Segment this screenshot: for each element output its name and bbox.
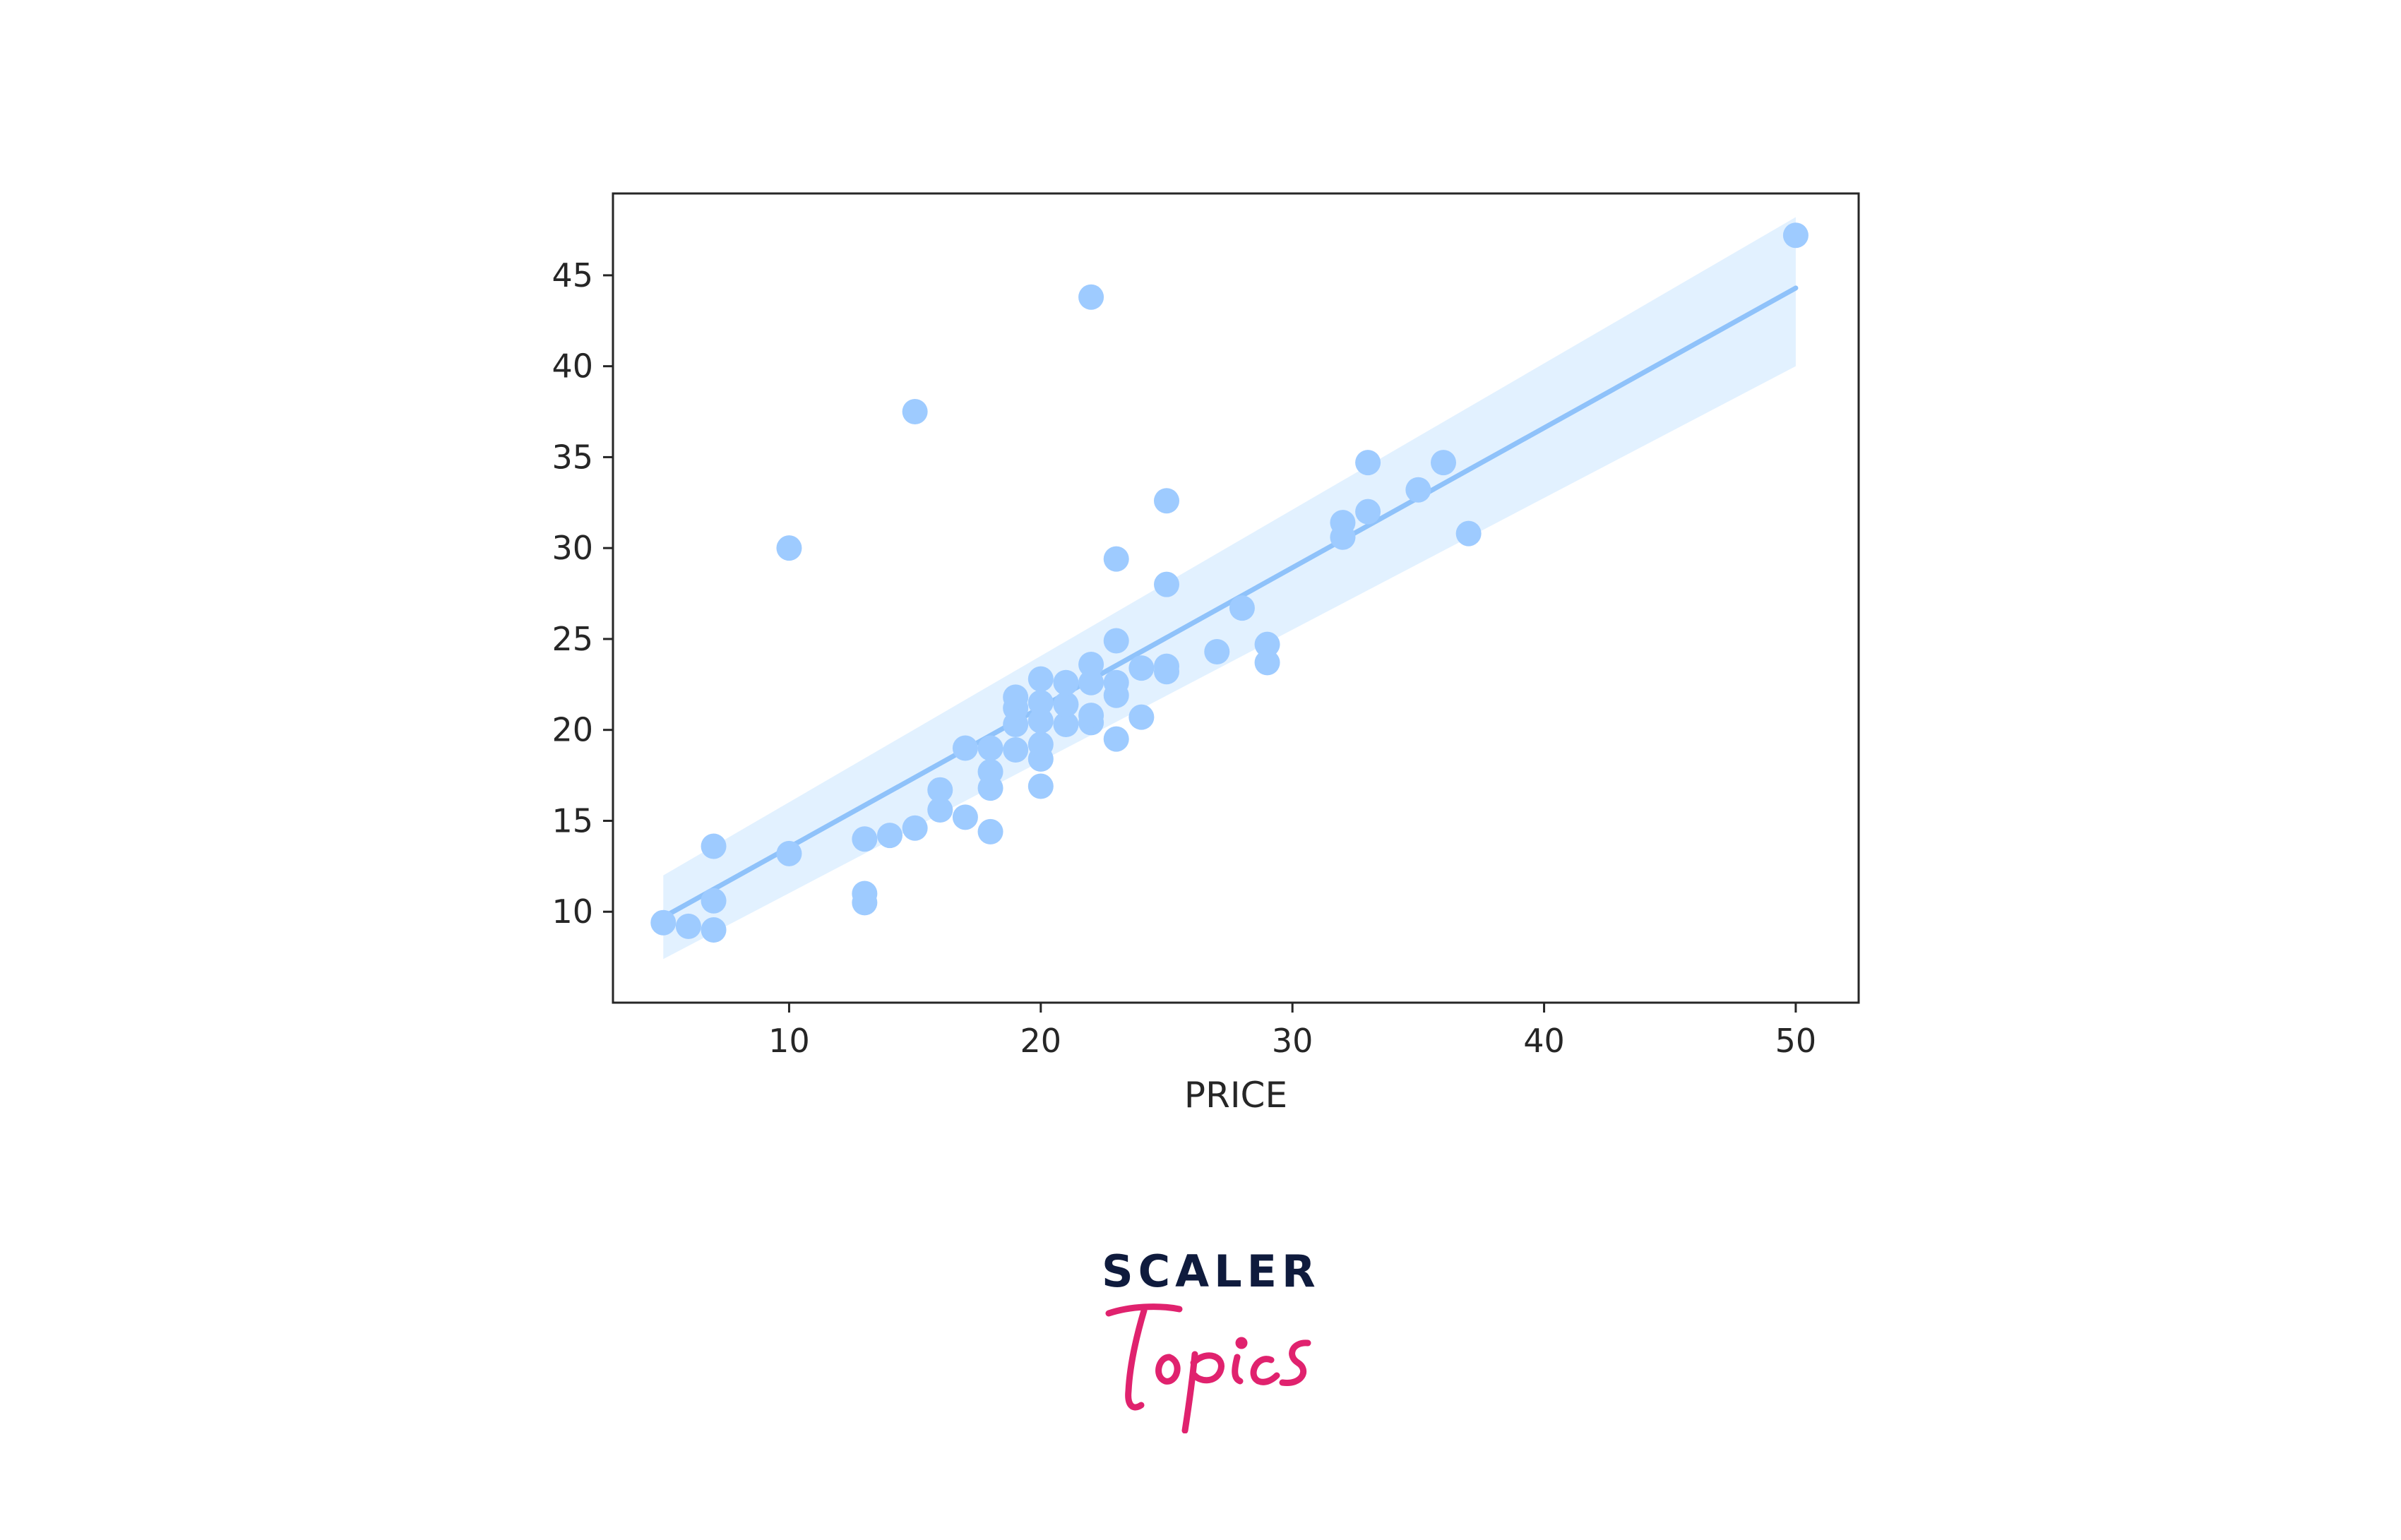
scatter-plot: 10 20 30 40 50 10 15 20 25 30 35 40 45 PRICE [552, 192, 1860, 1116]
data-point [1103, 669, 1129, 696]
y-tick-label: 40 [552, 347, 593, 386]
x-tick-label: 30 [1272, 1022, 1313, 1060]
data-point [1254, 631, 1280, 657]
x-ticks-layer: 10 20 30 40 50 [768, 1003, 1816, 1060]
x-tick-label: 20 [1020, 1022, 1062, 1060]
data-point [650, 909, 677, 936]
y-tick-label: 20 [552, 711, 593, 749]
axes-layer [612, 192, 1860, 1004]
data-point [1027, 666, 1054, 692]
data-point [977, 818, 1003, 844]
y-tick-label: 45 [552, 256, 593, 294]
data-point [1078, 284, 1104, 310]
data-point [1103, 726, 1129, 752]
data-point [1405, 477, 1431, 503]
data-point [1053, 711, 1079, 737]
data-point [852, 890, 878, 916]
y-tick-label: 10 [552, 893, 593, 931]
data-points-layer [650, 222, 1809, 943]
data-point [1053, 691, 1079, 717]
data-point [952, 735, 978, 761]
data-point [977, 758, 1003, 784]
regression-line [660, 285, 1799, 920]
data-point [701, 888, 727, 914]
data-point [1078, 669, 1104, 696]
data-point [852, 826, 878, 852]
data-point [701, 833, 727, 859]
data-point [1027, 690, 1054, 716]
confidence-band [663, 217, 1796, 960]
data-point [1128, 655, 1155, 681]
data-point [927, 797, 953, 823]
data-point [1003, 684, 1029, 710]
data-point [902, 815, 928, 841]
data-point [1053, 669, 1079, 696]
data-point [977, 735, 1003, 761]
logo-word-scaler: SCALER [1102, 1246, 1321, 1297]
data-point [675, 913, 701, 939]
regression-line-layer [660, 285, 1799, 920]
logo-word-topics [1105, 1303, 1311, 1433]
data-point [701, 917, 727, 943]
y-tick-label: 30 [552, 529, 593, 567]
data-point [776, 535, 802, 561]
data-point [1431, 450, 1456, 476]
data-point [1078, 651, 1104, 677]
data-point [1027, 773, 1054, 799]
data-point [877, 823, 902, 849]
y-tick-label: 15 [552, 801, 593, 840]
data-point [1355, 450, 1381, 476]
data-point [1330, 510, 1356, 536]
plot-frame [612, 192, 1860, 1004]
data-point [927, 777, 953, 803]
data-point [1355, 499, 1381, 525]
data-point [1455, 520, 1482, 547]
data-point [952, 804, 978, 830]
data-point [776, 840, 802, 866]
y-tick-label: 25 [552, 620, 593, 658]
x-axis-label: PRICE [1184, 1075, 1287, 1116]
data-point [1229, 595, 1255, 621]
x-tick-label: 40 [1523, 1022, 1565, 1060]
data-point [1154, 571, 1179, 597]
data-point [902, 399, 928, 425]
data-point [1027, 708, 1054, 734]
data-point [1154, 653, 1179, 679]
scaler-topics-logo: SCALER [1102, 1250, 1328, 1433]
x-tick-label: 50 [1775, 1022, 1817, 1060]
x-tick-label: 10 [768, 1022, 810, 1060]
data-point [1154, 488, 1179, 514]
y-ticks-layer: 10 15 20 25 30 35 40 45 [552, 256, 613, 931]
data-point [1128, 704, 1155, 730]
confidence-band-layer [663, 217, 1796, 960]
data-point [1078, 703, 1104, 729]
data-point [1254, 650, 1280, 676]
data-point [1103, 628, 1129, 654]
data-point [1003, 737, 1029, 763]
data-point [1027, 732, 1054, 758]
data-point [1782, 222, 1809, 249]
data-point [1204, 638, 1230, 664]
data-point [1103, 546, 1129, 572]
y-tick-label: 35 [552, 438, 593, 476]
